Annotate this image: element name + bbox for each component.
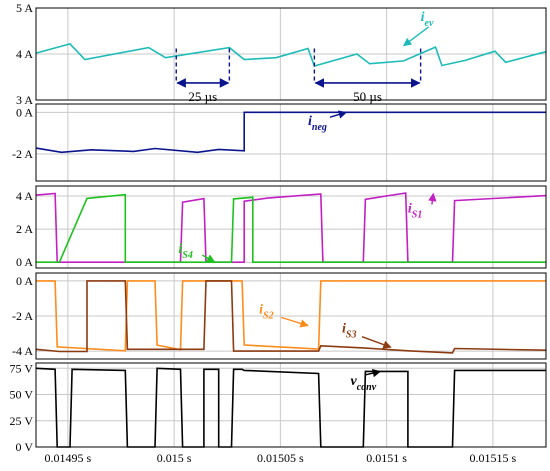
panel-5-ytick-label: 50 V	[10, 388, 34, 402]
arrow-i-S3	[361, 336, 392, 349]
panel-2-ytick-label: 0 A	[16, 105, 33, 119]
panel-5-ytick-label: 0 V	[16, 440, 34, 454]
panel-1-ytick-label: 4 A	[16, 47, 33, 61]
panel-4-ytick-label: -4 A	[12, 344, 33, 358]
interval-label: 25 µs	[188, 89, 217, 104]
panel-3-frame	[35, 185, 547, 269]
arrow-v-conv	[364, 369, 382, 378]
panel-5-border	[35, 362, 547, 448]
series-i-S3	[35, 280, 547, 354]
series-i-S4	[36, 193, 546, 264]
panel-1-ytick-label: 3 A	[16, 93, 33, 107]
series-i-neg	[35, 111, 546, 154]
arrow-i-S2	[280, 316, 309, 328]
panel-3-ytick-label: 4 A	[16, 189, 33, 203]
panel-2-frame	[35, 103, 547, 182]
panel-2-border	[35, 103, 547, 182]
panel-5-frame	[35, 362, 547, 448]
panel-1-border	[35, 7, 547, 101]
x-tick-label: 0.01515 s	[470, 451, 517, 465]
panel-1-ytick-label: 5 A	[16, 1, 33, 15]
arrow-i-neg	[329, 110, 348, 119]
x-tick-label: 0.015 s	[157, 451, 192, 465]
arrow-i-ev	[402, 26, 430, 47]
arrow-i-S1	[428, 192, 437, 205]
panel-5-ytick-label: 75 V	[10, 361, 34, 375]
interval-label: 50 µs	[353, 89, 382, 104]
panel-3-ytick-label: 0 A	[16, 255, 33, 269]
arrow-i-S4	[202, 254, 216, 263]
series-i-S1	[35, 192, 547, 264]
panel-3-ytick-label: 2 A	[16, 222, 33, 236]
panel-4-ytick-label: -2 A	[12, 309, 33, 323]
series-v-conv	[35, 367, 546, 448]
x-tick-label: 0.01505 s	[257, 451, 304, 465]
x-tick-label: 0.0151 s	[366, 451, 407, 465]
panel-4-border	[35, 272, 547, 360]
x-tick-label: 0.01495 s	[45, 451, 92, 465]
panel-5-ytick-label: 25 V	[10, 414, 34, 428]
panel-2-ytick-label: -2 A	[12, 147, 33, 161]
panel-4-ytick-label: 0 A	[16, 274, 33, 288]
panel-3-border	[35, 185, 547, 269]
